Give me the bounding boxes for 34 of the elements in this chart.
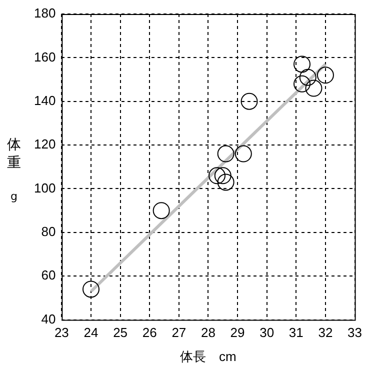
point <box>294 56 311 73</box>
x-tick-label: 28 <box>200 325 216 340</box>
x-tick-label: 30 <box>260 325 274 340</box>
y-tick-label: 120 <box>34 136 56 152</box>
point <box>152 202 170 220</box>
point <box>208 167 226 184</box>
x-tick-label: 24 <box>84 325 98 340</box>
y-tick-label: 40 <box>41 311 56 326</box>
x-tick-label: 31 <box>288 325 304 340</box>
point <box>234 145 252 162</box>
point <box>217 174 234 191</box>
y-tick-label: 140 <box>34 92 56 108</box>
x-tick-label: 33 <box>348 325 362 340</box>
point <box>82 280 100 298</box>
y-tick-label: 180 <box>34 6 56 21</box>
point <box>299 68 316 86</box>
x-tick-label: 23 <box>54 325 69 340</box>
x-tick-label: 25 <box>113 325 128 340</box>
y-tick-label: 80 <box>41 224 56 240</box>
x-tick-label: 26 <box>142 325 157 340</box>
x-tick-label: 32 <box>318 325 333 340</box>
y-tick-label: 100 <box>34 180 56 196</box>
x-axis-title: 体長 cm <box>180 348 236 364</box>
point <box>240 92 258 110</box>
point <box>294 75 311 92</box>
point <box>305 80 322 97</box>
point <box>316 66 334 84</box>
x-tick-label: 29 <box>230 325 245 340</box>
y-tick-label: 160 <box>34 49 56 64</box>
x-tick-label: 27 <box>172 325 186 340</box>
point <box>217 145 234 162</box>
y-tick-label: 60 <box>41 268 56 283</box>
point <box>214 167 232 184</box>
text: 体重 g <box>7 137 21 203</box>
